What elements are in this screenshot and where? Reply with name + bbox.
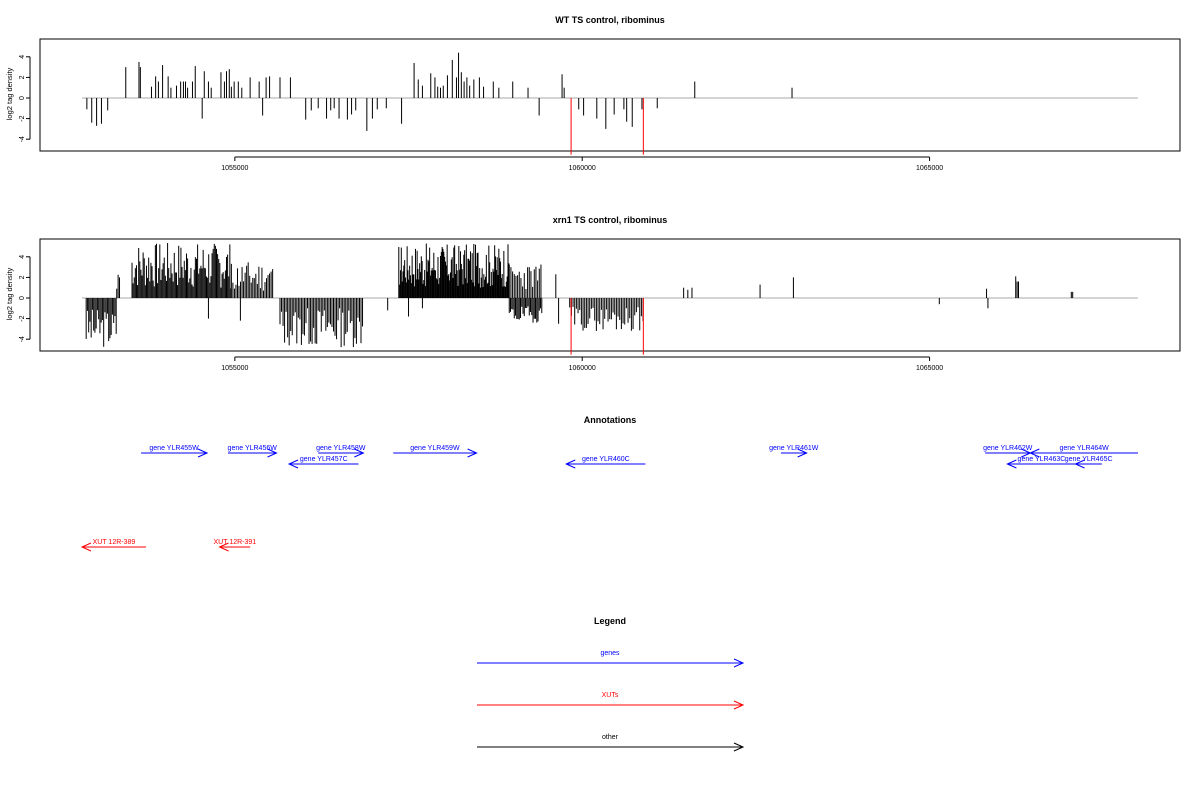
x-tick-label: 1055000 [221, 365, 248, 372]
legend-item: genes [477, 650, 745, 668]
legend-item: XUTs [477, 692, 745, 710]
legend-arrow-arrowhead [733, 742, 745, 752]
gene-label: gene YLR465C [1065, 456, 1113, 463]
gene-arrow-arrowhead [1029, 448, 1040, 458]
xut-label: XUT 12R-389 [93, 539, 136, 546]
xut-arrow-arrowhead [218, 542, 229, 552]
gene-label: gene YLR456W [228, 445, 278, 452]
panel2-frame [39, 238, 1181, 352]
x-tick-label: 1060000 [569, 165, 596, 172]
gene-feature: gene YLR459W [393, 445, 478, 458]
gene-arrow-arrowhead [267, 448, 278, 458]
gene-feature: gene YLR460C [565, 456, 646, 469]
legend-label: genes [600, 650, 620, 657]
annotations-title: Annotations [584, 415, 637, 425]
panel2-title: xrn1 TS control, ribominus [553, 215, 668, 225]
gene-feature: gene YLR458W [316, 445, 366, 458]
panel1-axes: 4 2 0 -2 -4 1055000 1060000 1065000 [19, 55, 1138, 172]
gene-arrow-arrowhead [197, 448, 209, 458]
x-tick-label: 1060000 [569, 365, 596, 372]
gene-arrow-arrowhead [797, 448, 808, 458]
y-tick-label: -4 [19, 336, 26, 342]
gene-label: gene YLR455W [149, 445, 199, 452]
gene-arrow-arrowhead [565, 459, 576, 469]
gene-label: gene YLR458W [316, 445, 366, 452]
gene-label: gene YLR463C [1018, 456, 1066, 463]
xut-arrow-arrowhead [80, 542, 92, 552]
y-tick-label: 2 [19, 275, 26, 279]
annotation-track: gene YLR455W gene YLR456W gene YLR458W gene… [80, 445, 1138, 552]
gene-label: gene YLR461W [769, 445, 819, 452]
gene-label: gene YLR459W [410, 445, 460, 452]
y-tick-label: 4 [19, 255, 26, 259]
x-tick-label: 1065000 [916, 165, 943, 172]
xut-feature: XUT 12R-391 [214, 539, 257, 552]
gene-feature: gene YLR457C [287, 456, 359, 469]
x-tick-label: 1055000 [221, 165, 248, 172]
panel2-ylabel: log2 tag density [5, 267, 14, 320]
legend-label: other [602, 734, 619, 741]
gene-feature: gene YLR455W [141, 445, 209, 458]
gene-label: gene YLR462W [983, 445, 1033, 452]
gene-feature: gene YLR464W [1029, 445, 1138, 458]
legend-arrow-arrowhead [733, 700, 745, 710]
y-tick-label: 2 [19, 75, 26, 79]
y-tick-label: -4 [19, 136, 26, 142]
panel1-title: WT TS control, ribominus [555, 15, 665, 25]
gene-label: gene YLR457C [300, 456, 348, 463]
gene-feature: gene YLR456W [228, 445, 278, 458]
legend-item: other [477, 734, 745, 752]
gene-feature: gene YLR463C [1006, 456, 1076, 469]
legend-title: Legend [594, 616, 626, 626]
legend: genes XUTs other [477, 650, 745, 752]
panel1-ylabel: log2 tag density [5, 67, 14, 120]
y-tick-label: 4 [19, 55, 26, 59]
gene-arrow-arrowhead [354, 448, 365, 458]
y-tick-label: 0 [19, 296, 26, 300]
gene-feature: gene YLR461W [769, 445, 819, 458]
gene-arrow-arrowhead [1074, 459, 1085, 469]
gene-feature: gene YLR465C [1065, 456, 1113, 469]
xut-feature: XUT 12R-389 [80, 539, 146, 552]
x-tick-label: 1065000 [916, 365, 943, 372]
gene-arrow-arrowhead [467, 448, 478, 458]
gene-label: gene YLR464W [1060, 445, 1110, 452]
panel2-bars [85, 243, 1074, 355]
y-tick-label: -2 [19, 315, 26, 321]
xut-label: XUT 12R-391 [214, 539, 257, 546]
legend-arrow-arrowhead [733, 658, 745, 668]
gene-label: gene YLR460C [582, 456, 630, 463]
panel1-bars [86, 52, 793, 155]
legend-label: XUTs [602, 692, 619, 699]
y-tick-label: 0 [19, 96, 26, 100]
gene-arrow-arrowhead [1006, 459, 1017, 469]
gene-arrow-arrowhead [287, 459, 299, 469]
y-tick-label: -2 [19, 115, 26, 121]
panel1-frame [39, 38, 1181, 152]
